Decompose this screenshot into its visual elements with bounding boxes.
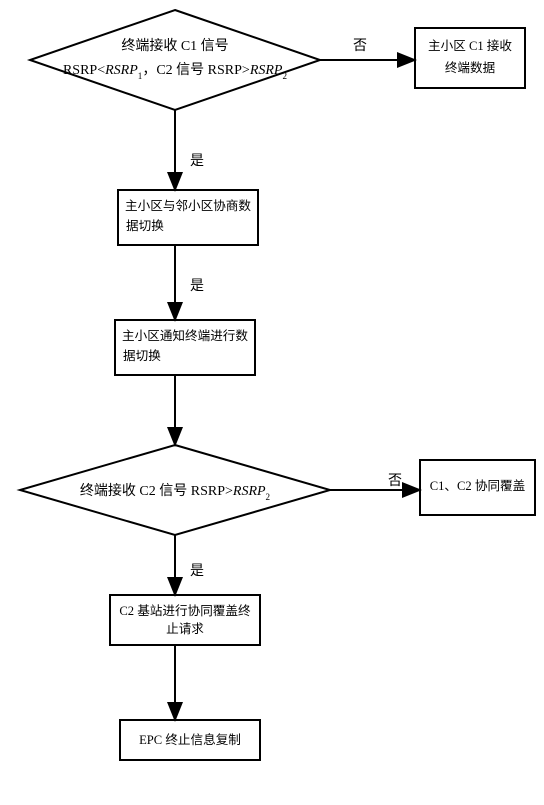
svg-text:否: 否	[388, 474, 402, 489]
node-box_yes2: 主小区通知终端进行数据切换	[115, 320, 255, 375]
node-decision2: 终端接收 C2 信号 RSRP>RSRP2	[20, 445, 330, 535]
svg-text:止请求: 止请求	[166, 622, 204, 636]
node-box_no1: 主小区 C1 接收终端数据	[415, 28, 525, 88]
svg-text:终端数据: 终端数据	[445, 60, 496, 75]
edge-decision1-box_no1: 否	[320, 39, 415, 60]
svg-text:终端接收 C1 信号: 终端接收 C1 信号	[121, 37, 228, 54]
svg-text:否: 否	[353, 39, 367, 54]
svg-text:主小区与邻小区协商数: 主小区与邻小区协商数	[125, 199, 251, 213]
node-box_yes1: 主小区与邻小区协商数据切换	[118, 190, 258, 245]
svg-text:是: 是	[190, 564, 204, 579]
svg-text:是: 是	[190, 154, 204, 169]
svg-text:C1、C2 协同覆盖: C1、C2 协同覆盖	[430, 479, 526, 493]
svg-text:据切换: 据切换	[126, 219, 164, 233]
svg-text:EPC 终止信息复制: EPC 终止信息复制	[139, 732, 241, 747]
svg-text:C2 基站进行协同覆盖终: C2 基站进行协同覆盖终	[119, 603, 251, 618]
node-decision1: 终端接收 C1 信号RSRP<RSRP1，C2 信号 RSRP>RSRP2	[30, 10, 320, 110]
edge-decision1-box_yes1: 是	[175, 110, 204, 190]
edge-box_yes1-box_yes2: 是	[175, 245, 204, 320]
node-box_yes3: C2 基站进行协同覆盖终止请求	[110, 595, 260, 645]
svg-text:主小区通知终端进行数: 主小区通知终端进行数	[122, 328, 248, 343]
edge-decision2-box_yes3: 是	[175, 535, 204, 595]
node-box_final: EPC 终止信息复制	[120, 720, 260, 760]
edge-decision2-box_no2: 否	[330, 474, 420, 490]
node-box_no2: C1、C2 协同覆盖	[420, 460, 535, 515]
svg-text:主小区 C1 接收: 主小区 C1 接收	[428, 38, 512, 53]
svg-text:是: 是	[190, 279, 204, 294]
svg-text:据切换: 据切换	[123, 349, 161, 363]
